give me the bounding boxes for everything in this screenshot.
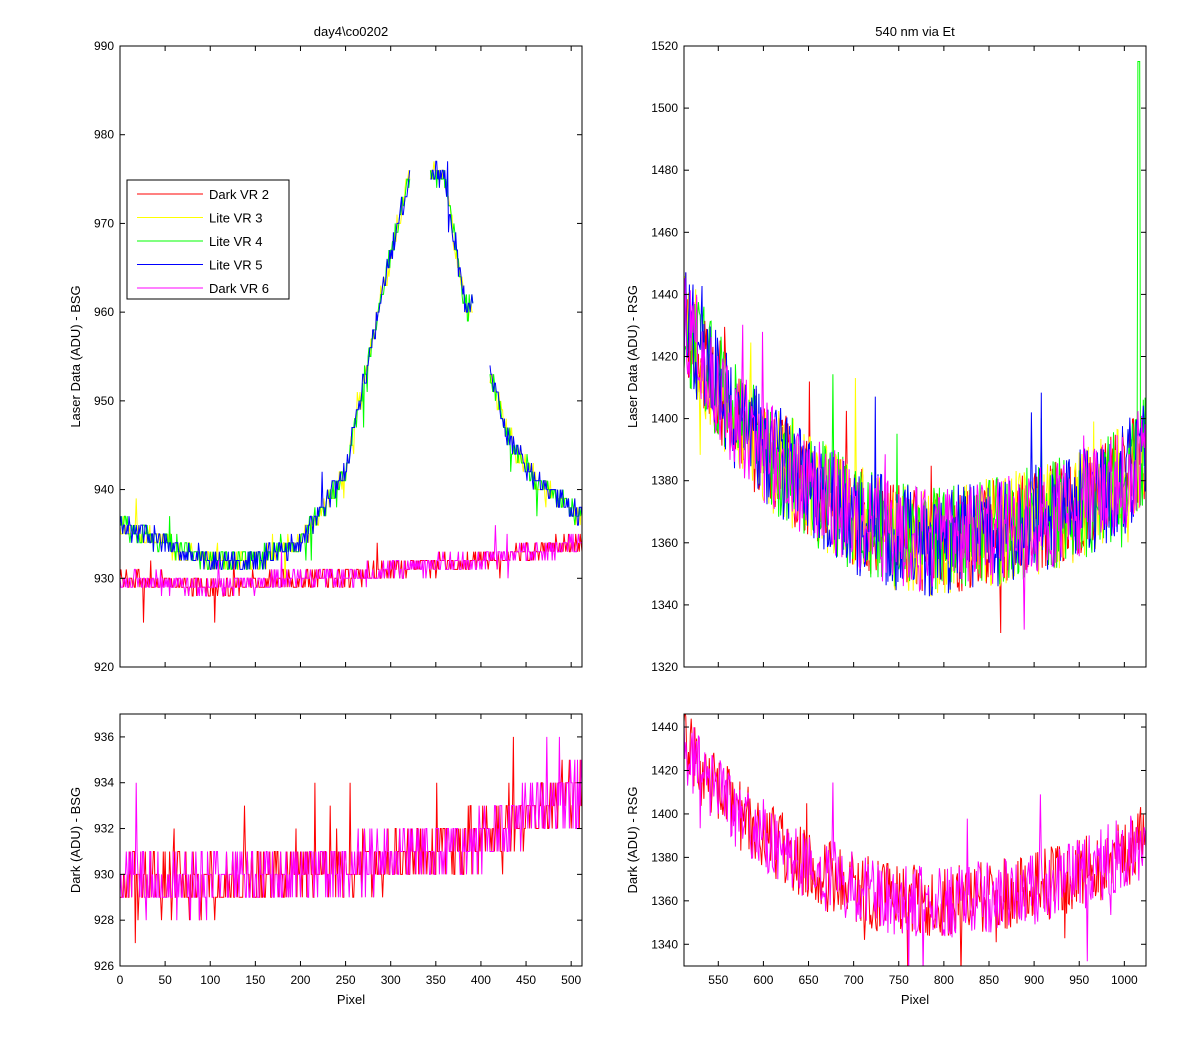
y-tick-label: 940 <box>94 483 114 497</box>
y-axis-label: Dark (ADU) - RSG <box>625 787 640 894</box>
y-tick-label: 1400 <box>651 412 678 426</box>
y-tick-label: 926 <box>94 959 114 973</box>
series-group <box>684 714 1146 966</box>
y-tick-label: 920 <box>94 660 114 674</box>
x-tick-label: 700 <box>844 973 864 987</box>
series-line-lite-vr-5 <box>120 160 582 570</box>
panel-laser-rsg: 540 nm via Et Laser Data (ADU) - RSG 132… <box>625 24 1147 674</box>
y-tick-label: 1420 <box>651 350 678 364</box>
legend-label: Dark VR 2 <box>209 187 269 202</box>
legend-label: Dark VR 6 <box>209 281 269 296</box>
x-tick-label: 100 <box>200 973 220 987</box>
y-tick-label: 1320 <box>651 660 678 674</box>
y-tick-label: 1400 <box>651 807 678 821</box>
y-tick-label: 1440 <box>651 287 678 301</box>
y-tick-label: 990 <box>94 39 114 53</box>
y-axis-label: Laser Data (ADU) - BSG <box>68 285 83 427</box>
y-axis-label: Laser Data (ADU) - RSG <box>625 285 640 428</box>
x-tick-label: 400 <box>471 973 491 987</box>
y-tick-label: 1500 <box>651 101 678 115</box>
axes-frame <box>683 713 1147 967</box>
y-axis-label: Dark (ADU) - BSG <box>68 787 83 893</box>
x-tick-label: 150 <box>245 973 265 987</box>
x-tick-label: 900 <box>1024 973 1044 987</box>
x-axis-label: Pixel <box>901 992 929 1007</box>
y-tick-label: 1340 <box>651 598 678 612</box>
series-group <box>120 160 582 623</box>
y-tick-label: 934 <box>94 776 114 790</box>
x-tick-label: 200 <box>290 973 310 987</box>
panel-title: 540 nm via Et <box>875 24 955 39</box>
plot-area <box>684 46 1146 667</box>
series-group <box>120 736 582 944</box>
y-tick-label: 1380 <box>651 850 678 864</box>
y-tick-label: 1420 <box>651 763 678 777</box>
x-tick-label: 600 <box>753 973 773 987</box>
y-tick-label: 930 <box>94 867 114 881</box>
y-tick-label: 960 <box>94 305 114 319</box>
series-line-dark-vr-6 <box>120 736 582 921</box>
x-tick-label: 550 <box>708 973 728 987</box>
y-tick-label: 1340 <box>651 937 678 951</box>
y-tick-label: 980 <box>94 128 114 142</box>
legend-box <box>126 179 290 300</box>
y-tick-label: 930 <box>94 571 114 585</box>
x-tick-label: 50 <box>158 973 172 987</box>
legend-label: Lite VR 4 <box>209 234 262 249</box>
plot-area <box>120 46 582 667</box>
series-line-lite-vr-5 <box>684 272 1146 597</box>
panel-dark-bsg: Pixel Dark (ADU) - BSG 926 928 930 932 934 93… <box>68 713 583 1007</box>
y-tick-label: 970 <box>94 216 114 230</box>
y-tick-label: 928 <box>94 913 114 927</box>
x-tick-label: 800 <box>934 973 954 987</box>
x-tick-label: 500 <box>561 973 581 987</box>
y-tick-label: 1460 <box>651 225 678 239</box>
y-tick-label: 936 <box>94 730 114 744</box>
x-tick-label: 350 <box>426 973 446 987</box>
axes-frame <box>119 713 583 967</box>
series-line-dark-vr-6 <box>120 525 582 597</box>
x-tick-label: 450 <box>516 973 536 987</box>
series-line-dark-vr-6 <box>684 721 1146 966</box>
x-tick-label: 1000 <box>1111 973 1138 987</box>
x-tick-label: 650 <box>799 973 819 987</box>
legend-label: Lite VR 5 <box>209 258 262 273</box>
y-tick-label: 950 <box>94 394 114 408</box>
x-tick-label: 300 <box>381 973 401 987</box>
x-axis-label: Pixel <box>337 992 365 1007</box>
x-tick-label: 750 <box>889 973 909 987</box>
x-tick-label: 850 <box>979 973 999 987</box>
series-group <box>684 61 1146 634</box>
axes-frame <box>119 45 583 668</box>
series-line-dark-vr-6 <box>684 278 1146 630</box>
panel-title: day4\co0202 <box>314 24 388 39</box>
panel-dark-rsg: Pixel Dark (ADU) - RSG 1340 1360 1380 1400 1… <box>625 713 1147 1007</box>
y-tick-label: 1360 <box>651 536 678 550</box>
legend: Dark VR 2 Lite VR 3 Lite VR 4 Lite VR 5 Dark… <box>126 179 290 300</box>
y-tick-label: 1480 <box>651 163 678 177</box>
x-tick-label: 250 <box>336 973 356 987</box>
panel-laser-bsg: day4\co0202 Laser Data (ADU) - BSG 920 93… <box>68 24 583 674</box>
y-tick-label: 1360 <box>651 894 678 908</box>
plot-area <box>684 714 1146 966</box>
y-tick-label: 932 <box>94 822 114 836</box>
y-tick-label: 1380 <box>651 474 678 488</box>
legend-label: Lite VR 3 <box>209 211 262 226</box>
y-tick-label: 1440 <box>651 720 678 734</box>
x-tick-label: 0 <box>117 973 124 987</box>
y-tick-label: 1520 <box>651 39 678 53</box>
x-tick-label: 950 <box>1069 973 1089 987</box>
